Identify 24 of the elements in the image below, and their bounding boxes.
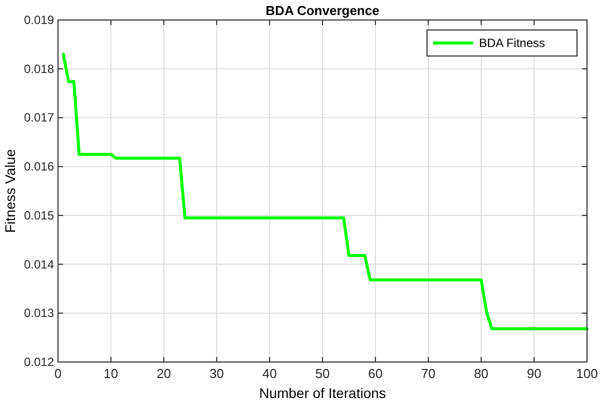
y-tick-label: 0.018 xyxy=(24,62,54,76)
x-tick-label: 50 xyxy=(315,366,330,381)
x-tick-label: 100 xyxy=(576,366,598,381)
x-axis-title: Number of Iterations xyxy=(259,385,386,401)
y-tick-label: 0.017 xyxy=(24,110,54,125)
legend-label: BDA Fitness xyxy=(479,36,546,50)
y-tick-label: 0.013 xyxy=(24,306,54,320)
x-tick-label: 10 xyxy=(104,366,118,381)
y-tick-label: 0.012 xyxy=(24,355,54,369)
y-tick-label: 0.015 xyxy=(24,208,54,222)
x-tick-label: 80 xyxy=(474,366,488,381)
y-tick-label: 0.019 xyxy=(24,13,54,27)
y-tick-label: 0.014 xyxy=(24,257,54,272)
x-tick-label: 20 xyxy=(156,366,172,381)
y-tick-label: 0.016 xyxy=(24,160,54,174)
x-tick-label: 30 xyxy=(209,366,224,381)
line-series xyxy=(62,52,588,330)
chart-title: BDA Convergence xyxy=(266,3,380,18)
x-tick-label: 90 xyxy=(526,366,542,381)
x-tick-label: 0 xyxy=(54,366,62,381)
y-axis-title: Fitness Value xyxy=(2,148,18,233)
x-tick-label: 60 xyxy=(368,366,383,381)
x-tick-label: 70 xyxy=(421,366,436,381)
x-tick-label: 40 xyxy=(262,366,277,381)
